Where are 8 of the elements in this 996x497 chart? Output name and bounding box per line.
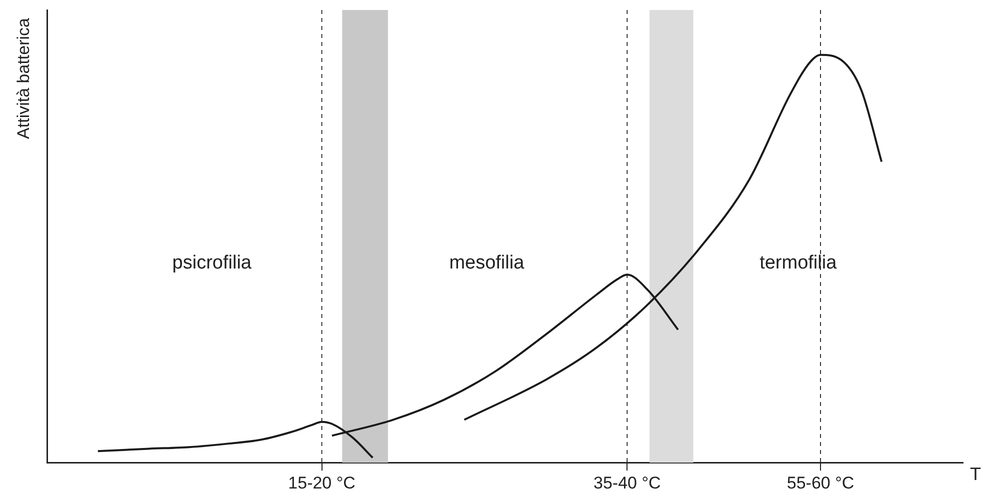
annotation: mesofilia	[449, 252, 525, 274]
y-axis-title: Attività batterica	[14, 18, 34, 139]
annotation: psicrofilia	[172, 252, 252, 274]
annotation: termofilia	[760, 252, 838, 274]
x-axis-title: T	[970, 464, 981, 485]
x-tick-label: 35-40 °C	[593, 473, 661, 492]
x-tick-label: 15-20 °C	[288, 473, 356, 492]
x-tick-label: 55-60 °C	[786, 473, 854, 492]
